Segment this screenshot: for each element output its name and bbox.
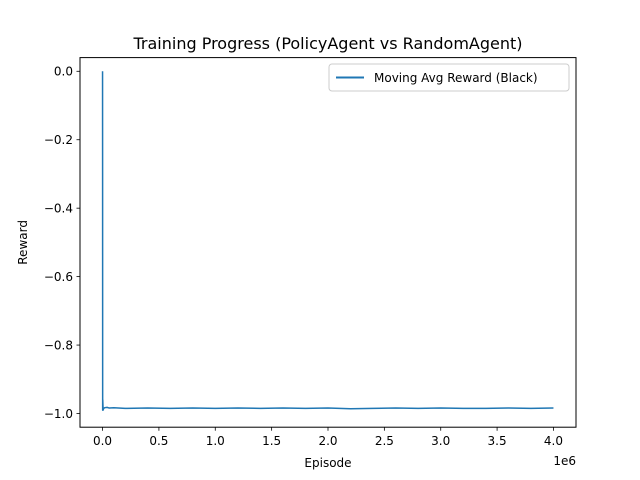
legend-label: Moving Avg Reward (Black) [374,71,538,85]
legend: Moving Avg Reward (Black) [328,63,570,92]
y-tick-label: −0.2 [44,133,73,147]
x-tick-label: 3.0 [431,434,450,448]
x-tick-label: 2.0 [318,434,337,448]
y-tick-label: −0.6 [44,270,73,284]
chart-title: Training Progress (PolicyAgent vs Random… [132,34,522,53]
y-tick-label: 0.0 [54,65,73,79]
x-tick-label: 1.5 [262,434,281,448]
y-tick-label: −1.0 [44,407,73,421]
x-tick-label: 1.0 [206,434,225,448]
x-tick-label: 3.5 [488,434,507,448]
x-tick-label: 2.5 [375,434,394,448]
y-tick-label: −0.4 [44,201,73,215]
legend-box [328,63,570,92]
x-tick-label: 4.0 [544,434,563,448]
series-line [101,71,554,411]
x-tick-label: 0.5 [149,434,168,448]
x-axis: 0.0 0.5 1.0 1.5 2.0 2.5 3.0 3.5 4.0 [93,427,563,448]
plot-lines [101,71,554,411]
x-tick-label: 0.0 [93,434,112,448]
y-axis-label: Reward [16,220,30,265]
y-tick-label: −0.8 [44,338,73,352]
plot-area-frame [79,57,577,428]
x-axis-offset-text: 1e6 [553,454,576,468]
x-axis-label: Episode [304,456,351,470]
y-axis: 0.0 −0.2 −0.4 −0.6 −0.8 −1.0 [44,65,80,421]
